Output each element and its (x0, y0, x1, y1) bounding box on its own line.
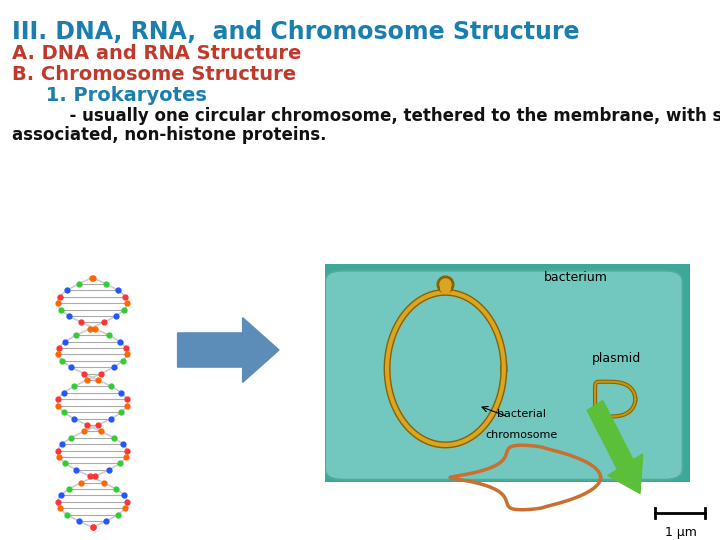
Text: B. Chromosome Structure: B. Chromosome Structure (12, 65, 296, 84)
Text: plasmid: plasmid (591, 352, 641, 365)
Text: associated, non-histone proteins.: associated, non-histone proteins. (12, 126, 326, 144)
Text: bacterium: bacterium (544, 272, 608, 285)
Text: - usually one circular chromosome, tethered to the membrane, with some: - usually one circular chromosome, tethe… (12, 107, 720, 125)
Text: 1 µm: 1 µm (665, 526, 697, 539)
Text: A. DNA and RNA Structure: A. DNA and RNA Structure (12, 44, 302, 63)
FancyArrow shape (178, 318, 279, 382)
Text: 1. Prokaryotes: 1. Prokaryotes (12, 86, 207, 105)
FancyBboxPatch shape (307, 255, 705, 491)
Text: bacterial: bacterial (497, 409, 546, 419)
FancyArrow shape (587, 401, 643, 494)
Text: chromosome: chromosome (485, 430, 558, 441)
FancyBboxPatch shape (325, 271, 683, 480)
Text: III. DNA, RNA,  and Chromosome Structure: III. DNA, RNA, and Chromosome Structure (12, 20, 580, 44)
